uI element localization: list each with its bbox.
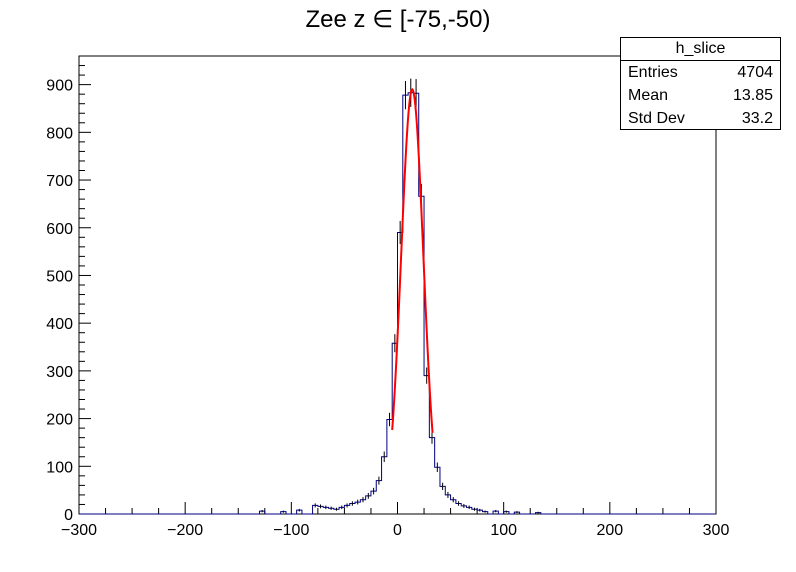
y-tick-label: 300 (46, 364, 73, 381)
gaussian-fit-line (391, 88, 434, 433)
y-tick-label: 400 (46, 316, 73, 333)
y-tick-label: 600 (46, 221, 73, 238)
stats-histogram-name: h_slice (621, 38, 780, 61)
y-tick-label: 700 (46, 173, 73, 190)
histogram-bin (435, 467, 440, 514)
stats-value: 33.2 (741, 110, 773, 127)
histogram-bars (79, 78, 716, 515)
stats-value: 4704 (737, 64, 773, 81)
histogram-bin (429, 438, 434, 514)
axes: −300 −200 −100 0 100 200 300 0 100 200 300 400 500 60… (46, 55, 730, 539)
histogram-bin (387, 420, 392, 514)
stats-row-stddev: Std Dev 33.2 (621, 107, 780, 130)
x-tick-label: −300 (61, 522, 97, 539)
x-tick-label: −100 (273, 522, 309, 539)
histogram-bin (424, 376, 429, 514)
x-tick-label: 0 (393, 522, 402, 539)
x-tick-label: −200 (167, 522, 203, 539)
histogram-bin (408, 93, 413, 514)
fit-curve (391, 88, 434, 433)
y-tick-label: 900 (46, 78, 73, 95)
y-tick-label: 200 (46, 412, 73, 429)
histogram-outline (79, 92, 716, 515)
y-tick-label: 0 (64, 507, 73, 524)
histogram-bin (440, 486, 445, 514)
stats-value: 13.85 (732, 87, 773, 104)
histogram-bin (376, 481, 381, 514)
y-tick-label: 500 (46, 268, 73, 285)
chart-title: Zee z ∈ [-75,-50) (305, 6, 491, 33)
stats-box: h_slice Entries 4704 Mean 13.85 Std Dev … (620, 37, 781, 130)
stats-label: Mean (628, 87, 669, 104)
stats-row-mean: Mean 13.85 (621, 84, 780, 107)
stats-label: Std Dev (628, 110, 685, 127)
x-tick-label: 200 (596, 522, 623, 539)
histogram-bin (382, 457, 387, 514)
histogram-bin (371, 491, 376, 514)
stats-row-entries: Entries 4704 (621, 61, 780, 84)
x-tick-label: 300 (703, 522, 730, 539)
y-tick-label: 100 (46, 459, 73, 476)
stats-label: Entries (628, 64, 678, 81)
x-tick-label: 100 (490, 522, 517, 539)
y-tick-label: 800 (46, 125, 73, 142)
